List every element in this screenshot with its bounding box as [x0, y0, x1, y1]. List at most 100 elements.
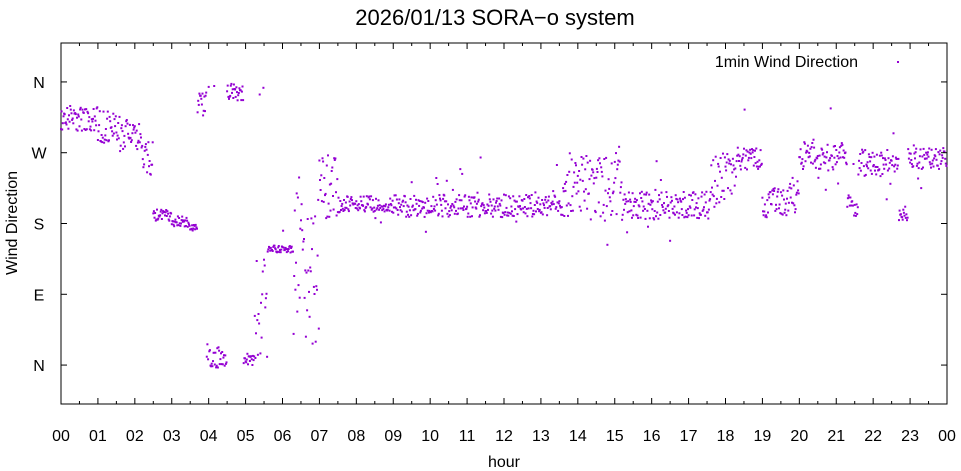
- data-point: [149, 173, 152, 176]
- data-point: [794, 208, 797, 211]
- data-point: [118, 115, 121, 118]
- data-point: [620, 181, 623, 184]
- data-point: [458, 194, 461, 197]
- x-tick-label: 17: [680, 428, 698, 445]
- data-point: [792, 184, 795, 187]
- data-point: [368, 195, 371, 198]
- data-point: [359, 195, 362, 198]
- data-point: [380, 205, 383, 208]
- data-point: [383, 210, 386, 213]
- data-point: [624, 198, 627, 201]
- data-point: [238, 87, 241, 90]
- data-point: [832, 168, 835, 171]
- data-point: [89, 125, 92, 128]
- data-point: [739, 164, 742, 167]
- data-point: [736, 146, 739, 149]
- data-point: [614, 177, 617, 180]
- data-point: [234, 88, 237, 91]
- x-tick-label: 11: [459, 428, 476, 445]
- data-point: [220, 363, 223, 366]
- data-point: [852, 163, 855, 165]
- data-point: [467, 195, 470, 198]
- data-point: [837, 157, 840, 160]
- data-point: [893, 170, 896, 173]
- data-point: [397, 202, 400, 205]
- data-point: [669, 239, 672, 242]
- data-point: [633, 200, 636, 203]
- data-point: [554, 195, 557, 198]
- data-point: [304, 269, 307, 272]
- data-point: [935, 158, 938, 161]
- data-point: [282, 229, 285, 232]
- data-point: [667, 210, 670, 212]
- data-point: [538, 208, 541, 211]
- data-point: [941, 156, 944, 159]
- data-point: [334, 157, 337, 160]
- x-tick-label: 21: [827, 428, 845, 445]
- data-point: [904, 205, 907, 208]
- data-point: [576, 174, 579, 177]
- data-point: [824, 162, 827, 165]
- data-point: [654, 188, 657, 191]
- data-point: [878, 154, 881, 157]
- data-point: [511, 214, 514, 217]
- data-point: [611, 210, 614, 212]
- data-point: [512, 215, 515, 217]
- data-point: [523, 198, 526, 200]
- data-point: [226, 90, 229, 93]
- data-point: [738, 155, 741, 158]
- data-point: [114, 125, 117, 128]
- data-point: [853, 214, 856, 217]
- data-point: [505, 206, 508, 209]
- data-point: [175, 221, 178, 224]
- data-point: [609, 200, 612, 203]
- data-point: [504, 211, 507, 214]
- data-point: [596, 171, 599, 173]
- data-point: [823, 155, 826, 158]
- data-point: [66, 107, 69, 109]
- data-point: [567, 202, 570, 205]
- data-point: [218, 349, 221, 352]
- data-point: [493, 207, 496, 210]
- data-point: [239, 89, 242, 92]
- data-point: [727, 187, 729, 190]
- data-point: [925, 151, 928, 154]
- data-point: [776, 195, 779, 198]
- data-point: [535, 210, 537, 213]
- data-point: [794, 211, 796, 214]
- data-point: [549, 205, 552, 208]
- data-point: [182, 219, 185, 222]
- data-point: [327, 202, 330, 205]
- data-point: [392, 211, 395, 214]
- data-point: [330, 170, 333, 172]
- data-point: [735, 160, 738, 163]
- data-point: [632, 214, 635, 217]
- data-point: [399, 209, 402, 212]
- data-point: [858, 159, 860, 162]
- data-point: [798, 156, 801, 159]
- data-point: [721, 189, 724, 192]
- data-point: [88, 128, 91, 131]
- data-point: [834, 163, 837, 166]
- data-point: [869, 160, 872, 163]
- data-point: [709, 191, 712, 194]
- data-point: [196, 227, 198, 230]
- data-point: [178, 222, 181, 225]
- data-point: [60, 128, 62, 131]
- data-point: [181, 220, 184, 223]
- legend-marker: [897, 61, 899, 63]
- data-point: [580, 156, 583, 158]
- data-point: [795, 193, 798, 196]
- x-tick-label: 05: [237, 428, 255, 445]
- data-point: [449, 206, 452, 209]
- data-point: [836, 155, 839, 157]
- data-point: [474, 206, 477, 209]
- data-point: [574, 162, 577, 164]
- data-point: [767, 193, 770, 196]
- data-point: [516, 213, 519, 216]
- data-point: [213, 363, 216, 366]
- data-point: [507, 195, 510, 198]
- data-point: [848, 196, 851, 199]
- data-point: [460, 199, 463, 202]
